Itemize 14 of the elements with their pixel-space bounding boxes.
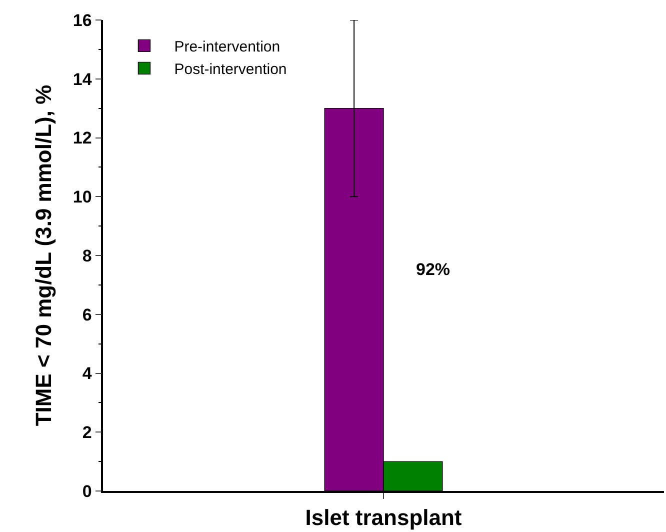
y-tick-label: 0 bbox=[82, 482, 92, 501]
y-tick-label: 16 bbox=[72, 10, 92, 30]
y-tick-label: 2 bbox=[82, 423, 92, 442]
y-tick-label: 14 bbox=[72, 70, 92, 89]
x-tick-label: Islet transplant bbox=[305, 505, 462, 530]
y-tick-label: 8 bbox=[82, 246, 92, 266]
y-tick-label: 10 bbox=[72, 188, 92, 207]
y-tick-label: 6 bbox=[82, 305, 92, 324]
y-tick-label: 4 bbox=[82, 364, 92, 384]
y-axis-title: TIME < 70 mg/dL (3.9 mmol/L), % bbox=[31, 84, 56, 426]
y-tick-label: 12 bbox=[72, 128, 92, 148]
annotation: 92% bbox=[416, 260, 450, 279]
legend-label: Pre-intervention bbox=[174, 38, 280, 56]
legend-label: Post-intervention bbox=[174, 61, 287, 78]
